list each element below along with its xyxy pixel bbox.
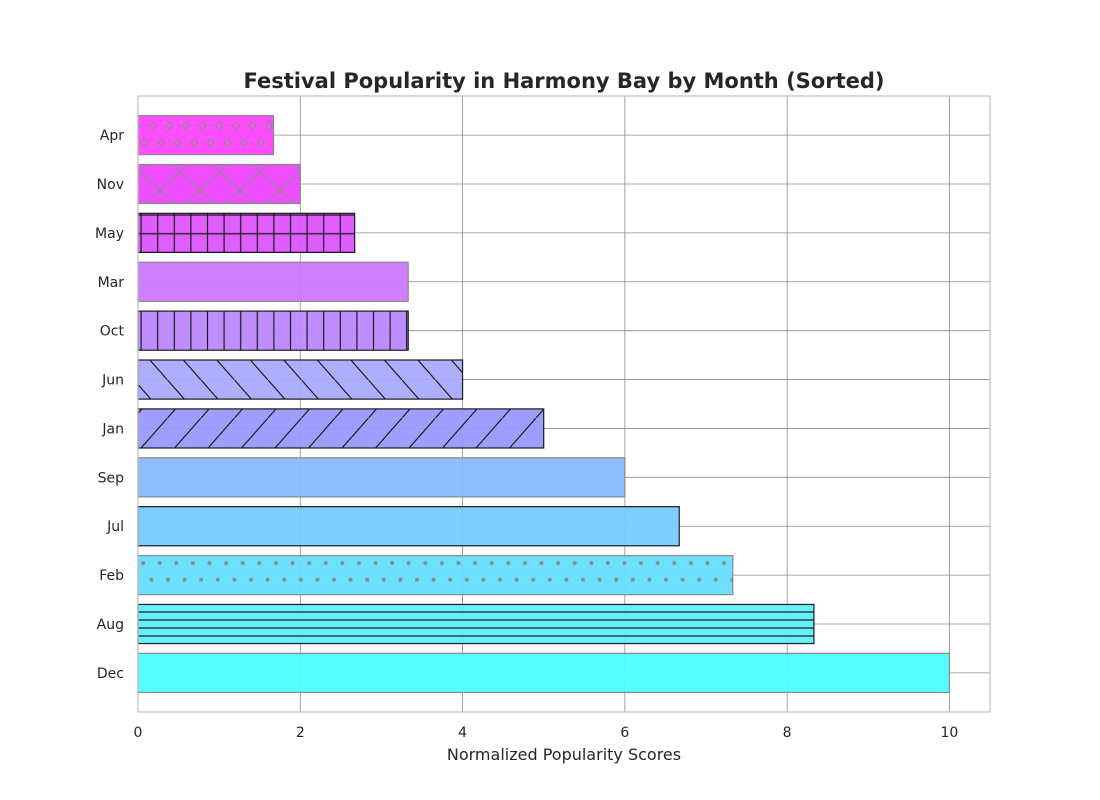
bar-nov [137, 163, 301, 205]
y-axis-ticks: Dec Aug Feb Jul Sep Jan Jun Oct Mar May Nov Apr [95, 128, 124, 682]
bar-jun [137, 359, 464, 400]
bar-fill [138, 457, 625, 497]
bar-hatch [138, 164, 301, 204]
x-axis-label: Normalized Popularity Scores [447, 745, 681, 764]
bar-apr [137, 114, 275, 156]
bar-jan [137, 408, 545, 449]
bar-hatch [138, 311, 409, 351]
y-tick-label: Apr [100, 128, 124, 144]
x-tick-label: 8 [783, 725, 792, 741]
bar-mar [137, 261, 409, 302]
bar-may [137, 212, 356, 254]
bar-hatch [138, 213, 355, 253]
bar-fill [138, 653, 950, 693]
y-tick-label: Oct [100, 324, 125, 340]
bar-fill [138, 262, 409, 302]
y-tick-label: Jan [101, 421, 124, 437]
y-tick-label: Nov [97, 177, 124, 193]
y-tick-label: May [95, 226, 124, 242]
x-tick-label: 6 [620, 725, 629, 741]
bar-fill [138, 506, 680, 546]
bar-dec [137, 652, 951, 694]
y-tick-label: Jul [106, 519, 124, 535]
bar-hatch [138, 604, 814, 644]
bar-hatch [138, 360, 463, 400]
x-tick-label: 4 [458, 725, 467, 741]
bar-hatch [138, 555, 733, 595]
y-tick-label: Aug [97, 617, 124, 633]
chart-title: Festival Popularity in Harmony Bay by Mo… [244, 69, 885, 93]
plot-frame [137, 95, 991, 713]
bars [137, 114, 951, 694]
x-tick-label: 0 [134, 725, 143, 741]
bar-aug [137, 603, 815, 645]
bar-feb [137, 554, 734, 596]
y-tick-label: Sep [98, 470, 125, 486]
x-tick-label: 2 [296, 725, 305, 741]
bar-oct [137, 310, 409, 351]
bar-hatch [138, 115, 274, 155]
y-tick-label: Mar [98, 275, 125, 291]
plot-border [137, 95, 991, 713]
bar-sep [137, 457, 626, 498]
y-tick-label: Feb [99, 568, 124, 584]
bar-hatch [138, 408, 544, 448]
bar-jul [137, 506, 680, 547]
y-tick-label: Dec [97, 666, 124, 682]
y-tick-label: Jun [101, 373, 124, 389]
x-axis-ticks: 0 2 4 6 8 10 [134, 725, 959, 741]
x-tick-label: 10 [941, 725, 959, 741]
